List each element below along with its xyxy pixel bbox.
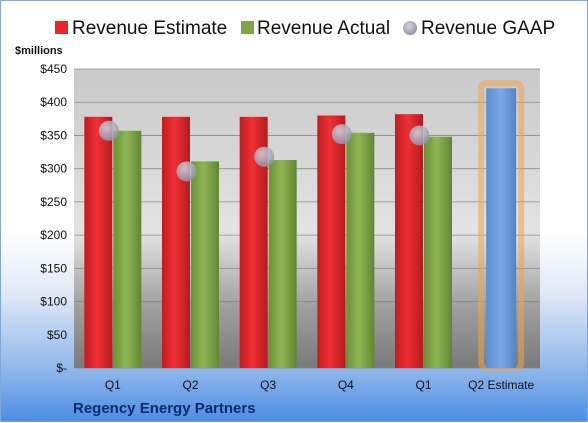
bar-revenue-estimate [395, 114, 423, 368]
y-tick-label: $200 [40, 228, 67, 242]
x-tick-label: Q3 [260, 378, 276, 392]
marker-revenue-gaap [98, 120, 119, 141]
x-tick-label: Q2 Estimate [468, 378, 534, 392]
y-tick-label: $450 [40, 62, 67, 76]
company-name: Regency Energy Partners [73, 400, 256, 417]
y-tick-label: $100 [40, 295, 67, 309]
y-tick-label: $150 [40, 261, 67, 275]
x-tick-label: Q1 [415, 378, 431, 392]
bar-revenue-actual [113, 130, 142, 368]
marker-revenue-gaap [176, 161, 197, 182]
bar-revenue-estimate [317, 115, 346, 368]
bar-revenue-estimate [162, 116, 190, 368]
bar-revenue-actual [346, 132, 375, 368]
gaap-markers [98, 120, 430, 182]
marker-revenue-gaap [409, 125, 430, 146]
legend-label-revenue-gaap: Revenue GAAP [421, 18, 555, 39]
bar-revenue-actual [424, 136, 452, 368]
bar-revenue-actual [268, 160, 297, 368]
marker-revenue-gaap [254, 146, 275, 167]
y-tick-label: $400 [40, 95, 67, 109]
bar-revenue-actual [191, 161, 219, 368]
bar-revenue-estimate [84, 116, 113, 368]
unit-label: $millions [15, 45, 63, 57]
legend-marker-revenue-gaap [403, 21, 417, 35]
y-tick-label: $300 [40, 162, 67, 176]
gridlines [74, 68, 540, 369]
legend-swatch-revenue-estimate [55, 21, 68, 34]
bar-q2-estimate [486, 88, 517, 368]
y-tick-label: $- [56, 361, 67, 375]
legend-swatch-revenue-actual [241, 21, 254, 34]
x-axis-ticks: Q1 Q2 Q3 Q4 Q1 Q2 Estimate [105, 378, 535, 392]
y-tick-label: $350 [40, 128, 67, 142]
plot-area [74, 69, 540, 368]
legend-item-revenue-estimate: Revenue Estimate [55, 18, 227, 39]
legend-item-revenue-actual: Revenue Actual [241, 18, 390, 39]
marker-revenue-gaap [331, 124, 352, 145]
y-tick-label: $250 [40, 195, 67, 209]
legend-label-revenue-actual: Revenue Actual [257, 18, 390, 39]
legend: Revenue Estimate Revenue Actual Revenue … [55, 18, 555, 39]
x-tick-label: Q1 [105, 378, 121, 392]
y-axis-ticks: $- $50 $100 $150 $200 $250 $300 $350 $400 $450 [40, 62, 67, 375]
x-tick-label: Q4 [338, 378, 354, 392]
y-tick-label: $50 [47, 328, 67, 342]
legend-label-revenue-estimate: Revenue Estimate [72, 18, 227, 39]
x-tick-label: Q2 [182, 378, 198, 392]
bars [84, 80, 525, 371]
legend-item-revenue-gaap: Revenue GAAP [403, 18, 555, 39]
